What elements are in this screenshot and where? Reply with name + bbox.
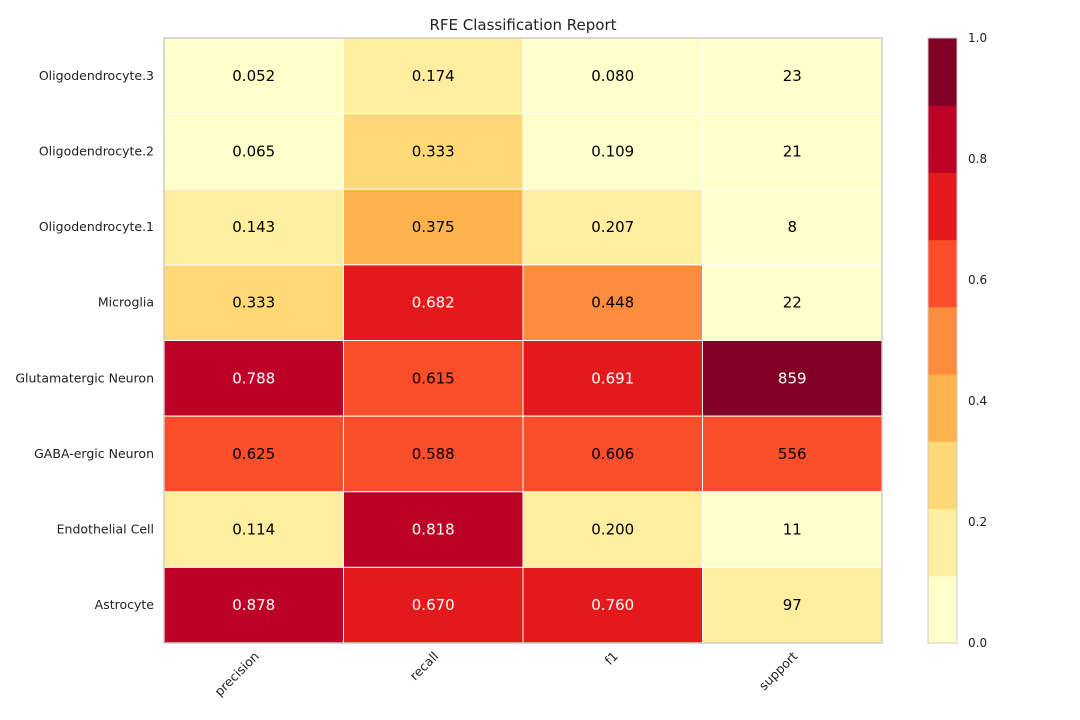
- heatmap-cell: [343, 113, 524, 190]
- heatmap-cell: [343, 264, 524, 341]
- heatmap-cell: [702, 491, 883, 568]
- cell-value-label: 0.670: [412, 596, 455, 614]
- cell-value-label: 22: [783, 294, 802, 312]
- cell-value-label: 0.200: [591, 521, 634, 539]
- heatmap-cell: [702, 188, 883, 266]
- cell-value-label: 0.818: [412, 521, 455, 539]
- heatmap-cell: [522, 566, 703, 644]
- cell-value-label: 0.333: [232, 294, 275, 312]
- heatmap-cell: [163, 264, 344, 341]
- colorbar-segment: [928, 441, 957, 510]
- heatmap-cell: [163, 340, 344, 417]
- colorbar-tick-label: 0.0: [968, 636, 987, 650]
- row-label: GABA-ergic Neuron: [34, 446, 154, 461]
- row-label: Oligodendrocyte.3: [39, 68, 154, 83]
- colorbar-segment: [928, 239, 957, 308]
- cell-value-label: 556: [778, 445, 807, 463]
- heatmap-cell: [163, 113, 344, 190]
- cell-value-label: 0.109: [591, 142, 634, 160]
- heatmap-cell: [163, 37, 344, 115]
- heatmap-cell: [702, 37, 883, 115]
- column-label: precision: [211, 649, 261, 699]
- cell-value-label: 0.691: [591, 369, 634, 387]
- column-label: support: [756, 648, 801, 693]
- colorbar-segment: [928, 105, 957, 173]
- colorbar-segment: [928, 575, 957, 644]
- colorbar-frame: [927, 37, 958, 644]
- colorbar-tick-label: 0.2: [968, 515, 987, 529]
- colorbar-tick-label: 0.6: [968, 273, 987, 287]
- cell-value-label: 0.682: [412, 294, 455, 312]
- chart-title: RFE Classification Report: [429, 16, 616, 34]
- row-label: Oligodendrocyte.2: [39, 143, 154, 158]
- colorbar-segment: [928, 508, 957, 577]
- cell-value-label: 0.143: [232, 218, 275, 236]
- heatmap-cell: [702, 340, 883, 417]
- cell-value-label: 0.065: [232, 142, 275, 160]
- cell-value-label: 0.588: [412, 445, 455, 463]
- colorbar-segment: [928, 38, 957, 106]
- heatmap-cell: [163, 415, 344, 493]
- column-label: f1: [602, 649, 621, 668]
- heatmap-cell: [702, 264, 883, 341]
- cell-value-label: 0.174: [412, 67, 455, 85]
- heatmap-cell: [163, 491, 344, 568]
- cell-value-label: 21: [783, 142, 802, 160]
- cell-value-label: 0.606: [591, 445, 634, 463]
- cell-value-label: 0.788: [232, 369, 275, 387]
- heatmap-cells: 0.052 0.174 0.080 23 0.065 0.333 0.109 21 0.143 0…: [163, 37, 883, 644]
- cell-value-label: 11: [783, 521, 802, 539]
- row-labels: Oligodendrocyte.3 Oligodendrocyte.2 Oligod…: [15, 68, 154, 612]
- cell-value-label: 0.114: [232, 521, 275, 539]
- heatmap-frame: [163, 37, 883, 644]
- colorbar-tick-label: 0.4: [968, 394, 987, 408]
- row-label: Glutamatergic Neuron: [15, 370, 154, 385]
- row-label: Oligodendrocyte.1: [39, 219, 154, 234]
- cell-value-label: 0.080: [591, 67, 634, 85]
- heatmap-cell: [522, 491, 703, 568]
- heatmap-cell: [522, 264, 703, 341]
- cell-value-label: 0.375: [412, 218, 455, 236]
- cell-value-label: 0.052: [232, 67, 275, 85]
- column-labels: precision recall f1 support: [211, 648, 800, 699]
- colorbar-segment: [928, 172, 957, 241]
- cell-value-label: 0.878: [232, 596, 275, 614]
- cell-value-label: 97: [783, 596, 802, 614]
- heatmap-cell: [702, 113, 883, 190]
- heatmap-cell: [522, 415, 703, 493]
- row-label: Microglia: [98, 295, 154, 310]
- heatmap-cell: [343, 340, 524, 417]
- cell-value-label: 0.625: [232, 445, 275, 463]
- heatmap-cell: [522, 340, 703, 417]
- cell-value-label: 0.760: [591, 596, 634, 614]
- heatmap-cell: [343, 37, 524, 115]
- colorbar-segment: [928, 306, 957, 375]
- cell-value-label: 0.333: [412, 142, 455, 160]
- colorbar-tick-label: 1.0: [968, 31, 987, 45]
- column-label: recall: [407, 649, 442, 684]
- row-label: Endothelial Cell: [57, 522, 154, 537]
- cell-value-label: 0.207: [591, 218, 634, 236]
- heatmap-cell: [343, 188, 524, 266]
- heatmap-cell: [343, 415, 524, 493]
- cell-value-label: 0.448: [591, 294, 634, 312]
- colorbar-tick-label: 0.8: [968, 152, 987, 166]
- colorbar: 0.0 0.2 0.4 0.6 0.8 1.0: [927, 31, 987, 650]
- cell-value-label: 0.615: [412, 369, 455, 387]
- cell-value-label: 23: [783, 67, 802, 85]
- heatmap-cell: [163, 566, 344, 644]
- colorbar-segment: [928, 374, 957, 442]
- row-label: Astrocyte: [95, 597, 155, 612]
- cell-value-label: 859: [778, 369, 807, 387]
- cell-value-label: 8: [787, 218, 797, 236]
